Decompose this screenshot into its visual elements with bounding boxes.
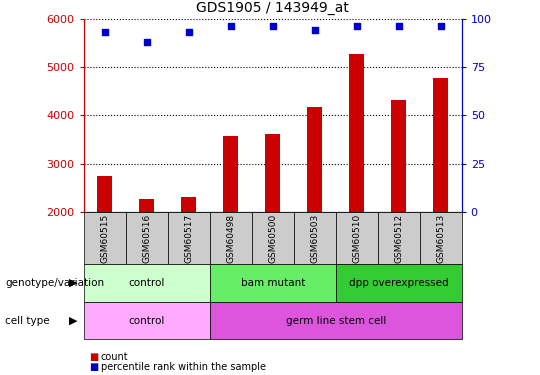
Text: GSM60500: GSM60500 bbox=[268, 213, 277, 263]
Point bbox=[353, 24, 361, 30]
Text: GSM60516: GSM60516 bbox=[142, 213, 151, 263]
Point bbox=[226, 24, 235, 30]
Text: ■: ■ bbox=[89, 352, 98, 362]
Bar bbox=[392, 100, 406, 212]
Text: percentile rank within the sample: percentile rank within the sample bbox=[101, 362, 266, 372]
Text: ▶: ▶ bbox=[69, 316, 78, 326]
Bar bbox=[307, 106, 322, 212]
Text: GSM60515: GSM60515 bbox=[100, 213, 109, 263]
Text: germ line stem cell: germ line stem cell bbox=[286, 316, 386, 326]
Title: GDS1905 / 143949_at: GDS1905 / 143949_at bbox=[196, 1, 349, 15]
Point bbox=[143, 39, 151, 45]
Point bbox=[268, 24, 277, 30]
Bar bbox=[139, 199, 154, 212]
Text: GSM60512: GSM60512 bbox=[394, 214, 403, 262]
Point bbox=[100, 29, 109, 35]
Bar bbox=[265, 134, 280, 212]
Bar bbox=[224, 136, 238, 212]
Text: cell type: cell type bbox=[5, 316, 50, 326]
Text: control: control bbox=[129, 278, 165, 288]
Text: dpp overexpressed: dpp overexpressed bbox=[349, 278, 449, 288]
Text: ▶: ▶ bbox=[69, 278, 78, 288]
Text: GSM60517: GSM60517 bbox=[184, 213, 193, 263]
Bar bbox=[181, 197, 196, 212]
Text: genotype/variation: genotype/variation bbox=[5, 278, 105, 288]
Text: GSM60498: GSM60498 bbox=[226, 214, 235, 262]
Text: ■: ■ bbox=[89, 362, 98, 372]
Text: count: count bbox=[101, 352, 129, 362]
Point bbox=[436, 24, 445, 30]
Point bbox=[310, 27, 319, 33]
Bar bbox=[349, 54, 364, 212]
Point bbox=[394, 24, 403, 30]
Text: control: control bbox=[129, 316, 165, 326]
Bar bbox=[97, 176, 112, 212]
Text: GSM60503: GSM60503 bbox=[310, 213, 319, 263]
Text: bam mutant: bam mutant bbox=[240, 278, 305, 288]
Text: GSM60513: GSM60513 bbox=[436, 213, 445, 263]
Text: GSM60510: GSM60510 bbox=[352, 213, 361, 263]
Point bbox=[184, 29, 193, 35]
Bar bbox=[434, 78, 448, 212]
